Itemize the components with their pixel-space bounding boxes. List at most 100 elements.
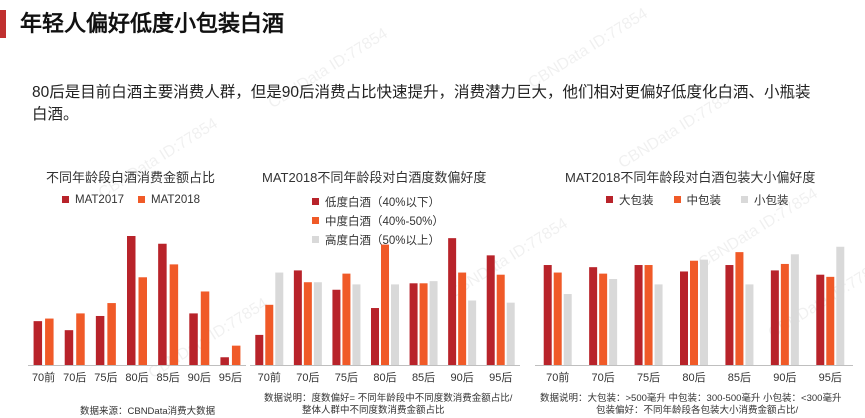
chart1-x-tick-label: 75后	[94, 371, 117, 384]
chart3-bar	[589, 267, 598, 365]
chart1-x-tick-label: 95后	[219, 371, 242, 384]
legend-item: 低度白酒（40%以下）	[312, 192, 444, 211]
chart2-note-line1: 数据说明：度数偏好= 不同年龄段中不同度数消费金额占比/	[264, 393, 513, 404]
chart3-bar	[780, 263, 789, 365]
chart2-x-tick-label: 85后	[412, 371, 435, 384]
chart2-bar	[458, 272, 467, 365]
chart2-bar	[496, 274, 505, 365]
chart2-bar	[409, 283, 418, 365]
chart2-x-tick-label: 80后	[373, 371, 396, 384]
legend-label: MAT2018	[151, 193, 201, 206]
legend-label: 小包装	[754, 194, 789, 207]
legend-swatch	[312, 236, 319, 243]
chart1-bar	[107, 303, 116, 365]
chart3-x-tick-label: 85后	[728, 371, 751, 384]
chart3-bar	[816, 274, 825, 365]
chart3-x-tick-label: 70前	[546, 370, 569, 384]
chart2-bar	[468, 300, 477, 365]
chart1-x-tick-label: 80后	[125, 371, 148, 384]
chart1-bar	[158, 243, 167, 365]
chart3-bar	[553, 272, 562, 365]
chart1-note: 数据来源：CBNData消费大数据	[80, 406, 216, 417]
chart2-title: MAT2018不同年龄段对白酒度数偏好度	[262, 170, 487, 185]
legend-swatch	[673, 196, 681, 203]
chart1-x-tick-label: 70前	[32, 370, 55, 384]
legend-swatch	[312, 217, 319, 224]
legend-label: 中度白酒（40%-50%）	[325, 215, 444, 228]
chart3-bar	[563, 294, 572, 365]
chart3-bar	[680, 271, 688, 365]
chart3-title: MAT2018不同年龄段对白酒包装大小偏好度	[565, 170, 816, 185]
chart2-bar	[448, 238, 457, 365]
legend-label: MAT2017	[75, 193, 125, 206]
chart3-bar	[836, 246, 845, 365]
chart3-bar	[654, 284, 663, 365]
chart1-bar	[95, 315, 105, 365]
chart1-x-tick-label: 90后	[188, 371, 211, 384]
chart3-bar	[735, 252, 744, 365]
chart1-bar	[45, 318, 54, 365]
legend-item: 高度白酒（50%以上）	[312, 230, 444, 249]
chart3-x-tick-label: 70后	[592, 371, 615, 384]
chart1-bar	[220, 357, 229, 365]
title-accent-bar	[0, 10, 6, 38]
chart3-bar	[826, 276, 835, 365]
chart3-bar	[609, 279, 618, 365]
chart2-bar	[255, 334, 264, 365]
chart1-legend: MAT2017 MAT2018	[62, 190, 200, 209]
chart2-bar	[342, 273, 351, 365]
chart1-bar	[33, 321, 43, 365]
chart2-bar	[265, 304, 274, 365]
legend-item: 小包装	[741, 190, 789, 209]
legend-item: MAT2017	[62, 190, 124, 209]
legend-item: 中度白酒（40%-50%）	[312, 211, 444, 230]
chart1-bar	[231, 345, 241, 365]
chart1-bar	[200, 291, 210, 365]
page-description: 80后是目前白酒主要消费人群，但是90后消费占比快速提升，消费潜力巨大，他们相对…	[32, 84, 811, 123]
chart3-bar	[690, 260, 698, 365]
chart2-legend: 低度白酒（40%以下） 中度白酒（40%-50%） 高度白酒（50%以上）	[312, 192, 444, 249]
chart2-bar	[391, 284, 399, 365]
legend-swatch	[62, 196, 69, 203]
chart2-x-tick-label: 95后	[489, 371, 512, 384]
chart2-bar	[486, 255, 495, 365]
chart3-bar	[644, 265, 653, 365]
legend-item: 中包装	[673, 190, 722, 209]
chart3-x-tick-label: 90后	[773, 371, 796, 384]
chart2-bar	[332, 289, 341, 365]
chart2-x-tick-label: 70前	[258, 370, 281, 384]
chart2-bar	[506, 302, 515, 365]
chart3-bar	[599, 273, 608, 365]
chart3-note-line2: 包装偏好：不同年龄段各包装大小消费金额占比/	[596, 405, 799, 416]
legend-label: 中包装	[686, 194, 722, 207]
chart3-bar	[700, 259, 708, 365]
chart1-bar	[127, 236, 136, 365]
chart3-bar	[745, 284, 754, 365]
chart1-x-tick-label: 85后	[157, 371, 180, 384]
chart2-bar	[313, 282, 322, 365]
chart2-x-tick-label: 75后	[335, 371, 358, 384]
legend-item: MAT2018	[138, 190, 200, 209]
chart3-x-tick-label: 75后	[637, 371, 660, 384]
chart3-x-tick-label: 80后	[682, 371, 705, 384]
legend-label: 大包装	[619, 194, 654, 207]
legend-label: 低度白酒（40%以下）	[325, 196, 441, 209]
chart2-bar	[429, 281, 438, 365]
chart3-note-line1: 数据说明：大包装：>500毫升 中包装：300-500毫升 小包装：<300毫升	[540, 393, 842, 404]
chart1-bar	[76, 313, 85, 365]
chart2-bar	[419, 283, 428, 365]
chart3-bar	[634, 265, 643, 365]
chart2-bar	[293, 270, 302, 365]
chart2-x-tick-label: 90后	[451, 371, 474, 384]
legend-swatch	[606, 196, 613, 203]
chart2-bar	[371, 308, 379, 365]
chart3-bar	[725, 265, 734, 365]
chart1-title: 不同年龄段白酒消费金额占比	[46, 170, 216, 185]
legend-label: 高度白酒（50%以上）	[325, 234, 441, 247]
chart2-x-tick-label: 70后	[296, 371, 319, 384]
chart1-bar	[169, 264, 179, 365]
chart3-bar	[790, 254, 799, 365]
chart3-x-tick-label: 95后	[819, 371, 842, 384]
legend-swatch	[741, 196, 748, 203]
